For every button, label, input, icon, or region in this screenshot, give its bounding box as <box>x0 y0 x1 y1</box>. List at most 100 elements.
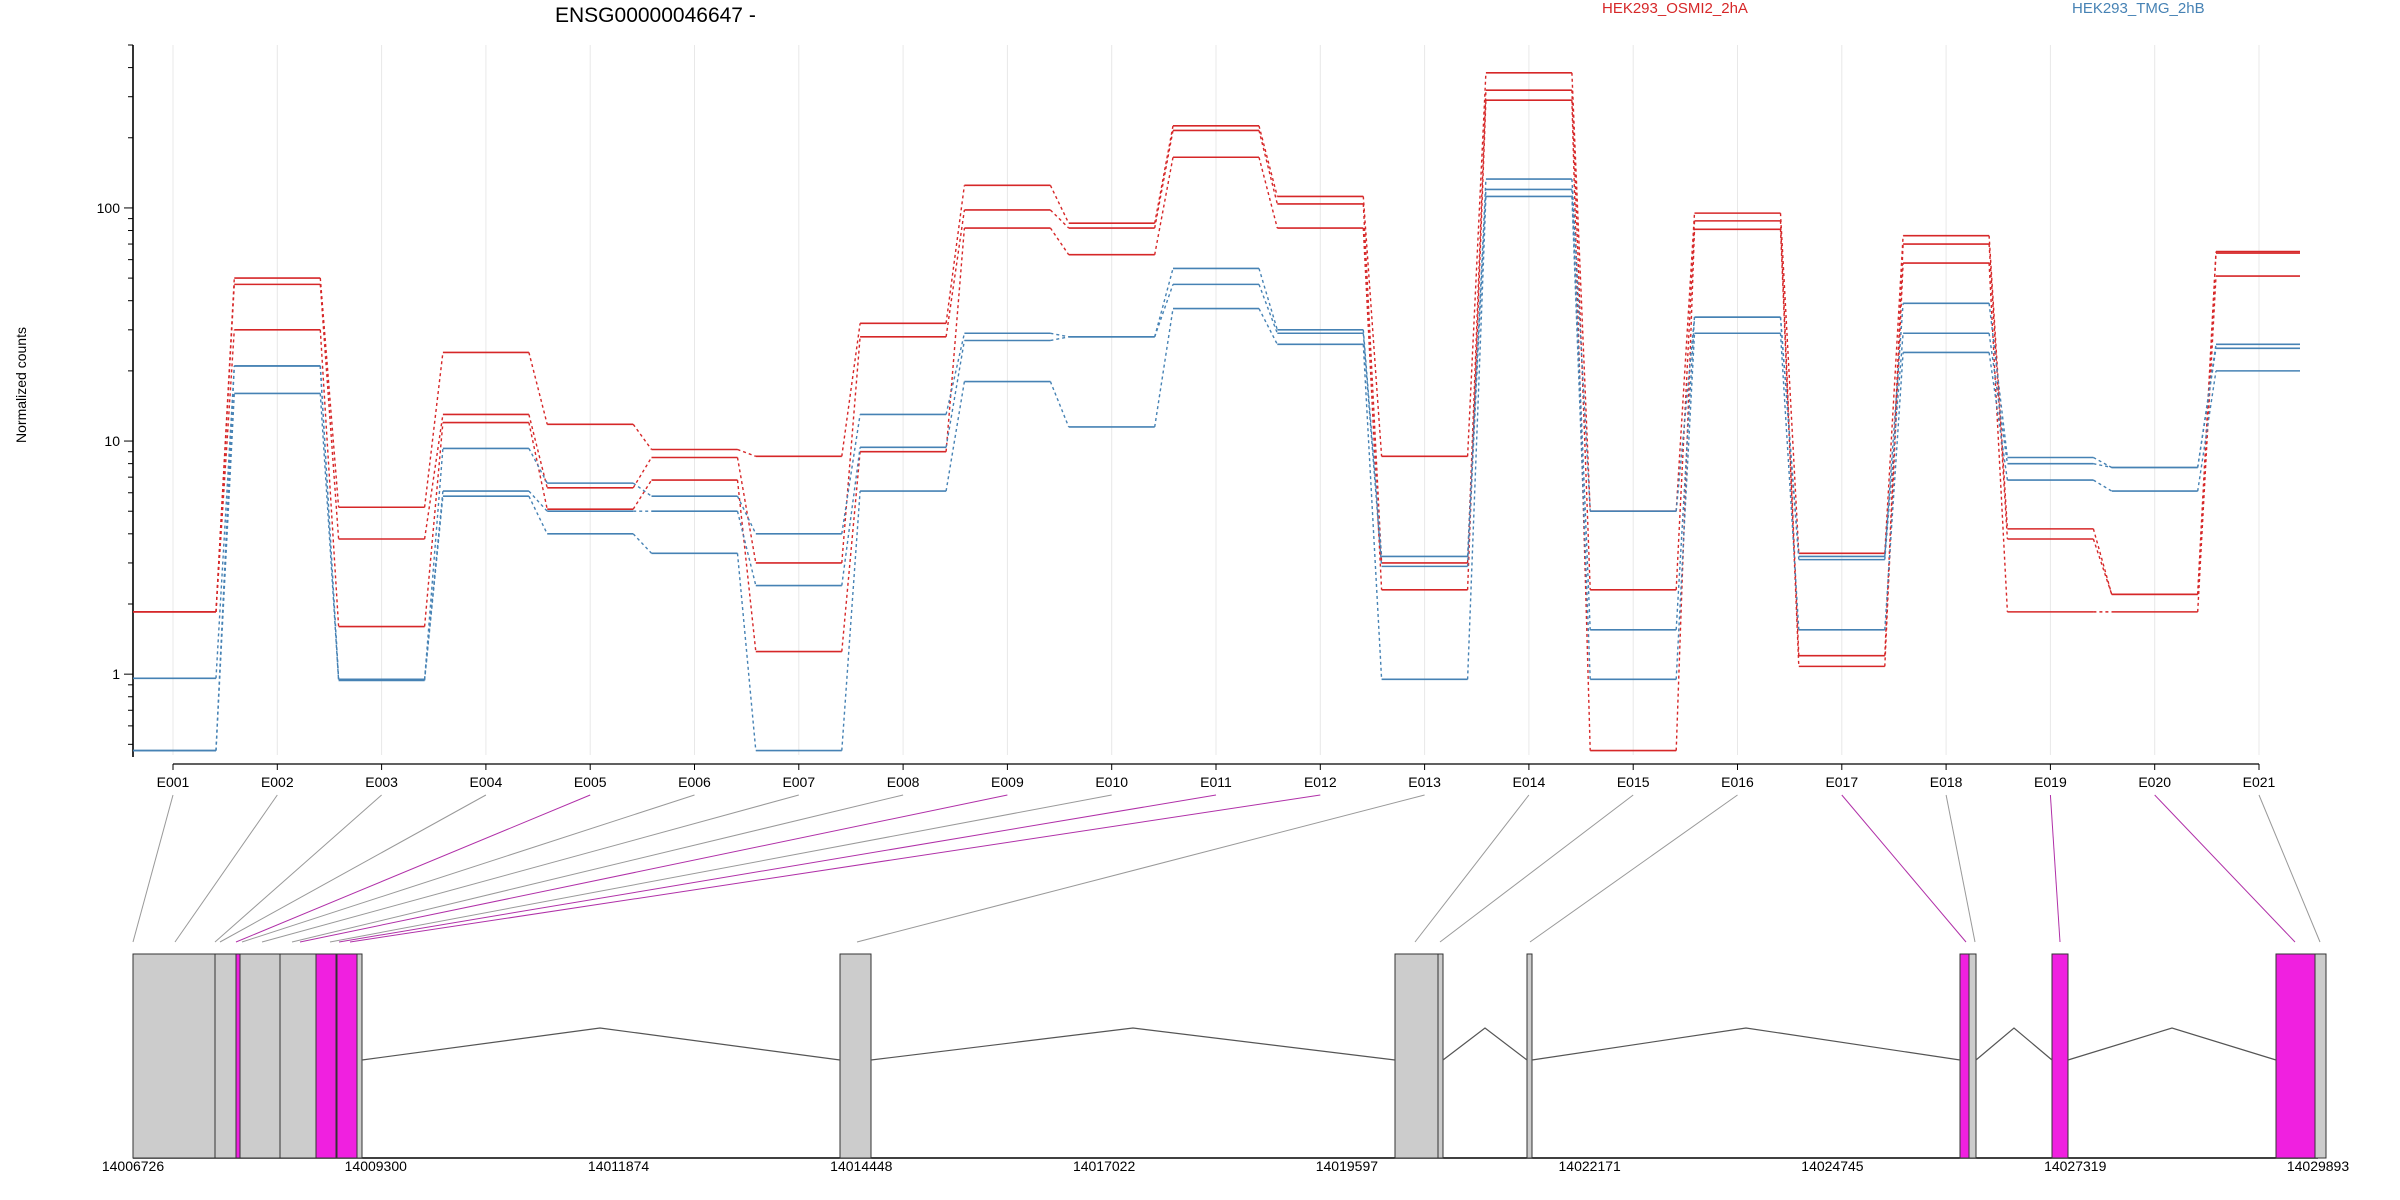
series-connector <box>1779 229 1800 667</box>
series-connector <box>215 393 235 751</box>
exon-connector <box>1439 794 1634 943</box>
exon-connector <box>235 794 591 943</box>
series-connector <box>945 340 966 448</box>
exon-connector <box>2154 794 2296 943</box>
series-connector <box>1571 189 1591 630</box>
series-connector <box>736 480 757 652</box>
series-connector <box>841 336 861 563</box>
exon-connector <box>338 794 1217 943</box>
plot-area: 1 10 100 E001 E002 E003 E004 E005 E006 E007 E008 E0… <box>97 44 2300 790</box>
series-connector <box>841 491 861 751</box>
series-connector <box>319 284 340 540</box>
exon-connector <box>261 794 799 943</box>
intron-line <box>2067 1027 2277 1061</box>
x-tick-label: E005 <box>574 774 607 790</box>
intron-line <box>1531 1027 1961 1061</box>
exon-box <box>2314 953 2327 1159</box>
series-connector <box>423 414 444 540</box>
genomic-tick-label: 14024745 <box>1801 1158 1864 1174</box>
genomic-tick-label: 14029893 <box>2287 1158 2350 1174</box>
exon-box <box>315 953 337 1159</box>
exon-box <box>239 953 281 1159</box>
series-connector <box>1258 308 1278 345</box>
series-connector <box>1571 90 1591 590</box>
series-connector <box>841 414 861 534</box>
x-tick-label: E004 <box>470 774 503 790</box>
x-tick-label: E016 <box>1721 774 1754 790</box>
exon-box <box>1394 953 1439 1159</box>
series-connector <box>841 323 861 457</box>
exon-connector <box>1414 794 1530 943</box>
series-connector <box>945 381 966 492</box>
x-tick-label: E009 <box>991 774 1024 790</box>
series-connector <box>1988 352 2009 481</box>
series-connector <box>1154 268 1174 337</box>
x-tick-label: E006 <box>678 774 711 790</box>
series-connector <box>1571 196 1591 680</box>
series-connector <box>2092 538 2113 595</box>
series-connector <box>841 447 861 586</box>
series-connector <box>1154 284 1174 338</box>
intron-line <box>361 1027 841 1061</box>
series-connector <box>1258 125 1278 197</box>
series-connector <box>1884 235 1904 554</box>
genomic-tick-label: 14014448 <box>830 1158 893 1174</box>
exon-connector <box>1529 794 1738 943</box>
x-tick-label: E014 <box>1513 774 1546 790</box>
series-connector <box>528 448 548 484</box>
series-connector <box>2197 276 2217 612</box>
series-connector <box>1154 157 1174 255</box>
series-connector <box>1258 284 1278 334</box>
x-tick-label: E017 <box>1825 774 1858 790</box>
series-connector <box>215 365 235 751</box>
genomic-tick-label: 14022171 <box>1559 1158 1622 1174</box>
y-tick-label: 100 <box>97 200 121 216</box>
legend-label-tmg: HEK293_TMG_2hB <box>2072 0 2205 17</box>
y-axis-label: Normalized counts <box>13 327 29 443</box>
series-connector <box>2093 479 2113 492</box>
series-connector <box>1466 90 1487 563</box>
series-connector <box>1050 336 1069 342</box>
exon-box <box>356 953 363 1159</box>
series-connector <box>2093 462 2112 469</box>
series-connector <box>1362 203 1383 563</box>
series-connector <box>1988 333 2009 464</box>
exon-connector <box>856 794 1425 943</box>
series-connector <box>1779 317 1800 560</box>
series-connector <box>1362 329 1383 557</box>
series-connector <box>528 490 548 512</box>
x-tick-label: E011 <box>1200 774 1232 790</box>
genomic-tick-label: 14017022 <box>1073 1158 1136 1174</box>
exon-connector <box>291 794 904 943</box>
series-connector <box>841 451 861 652</box>
series-connector <box>1049 209 1070 229</box>
series-connector <box>1675 213 1696 512</box>
series-connector <box>1049 381 1070 428</box>
series-connector <box>1258 157 1278 229</box>
genomic-tick-label: 14027319 <box>2044 1158 2107 1174</box>
x-tick-label: E012 <box>1304 774 1337 790</box>
series-connector <box>1779 213 1800 554</box>
x-tick-label: E001 <box>157 774 190 790</box>
intron-line <box>1442 1027 1528 1061</box>
exon-box <box>1968 953 1977 1159</box>
series-connector <box>1884 333 1904 560</box>
series-connector <box>632 533 653 554</box>
series-connector <box>423 496 444 681</box>
gene-model: 14006726 14009300 14011874 14014448 14017022… <box>102 794 2350 1174</box>
exon-connector <box>1945 794 1976 943</box>
series-connector <box>1154 130 1174 229</box>
exon-box <box>214 953 237 1159</box>
exon-box <box>235 953 241 1159</box>
genomic-tick-label: 14009300 <box>345 1158 408 1174</box>
exon-box <box>336 953 358 1159</box>
x-tick-label: E002 <box>261 774 294 790</box>
series-connector <box>737 448 757 457</box>
x-tick-label: E021 <box>2243 774 2276 790</box>
exon-box <box>1437 953 1444 1159</box>
series-connector <box>215 329 235 612</box>
series-connector <box>945 209 966 337</box>
exon-connector <box>1841 794 1967 943</box>
series-connector <box>1884 352 1904 630</box>
